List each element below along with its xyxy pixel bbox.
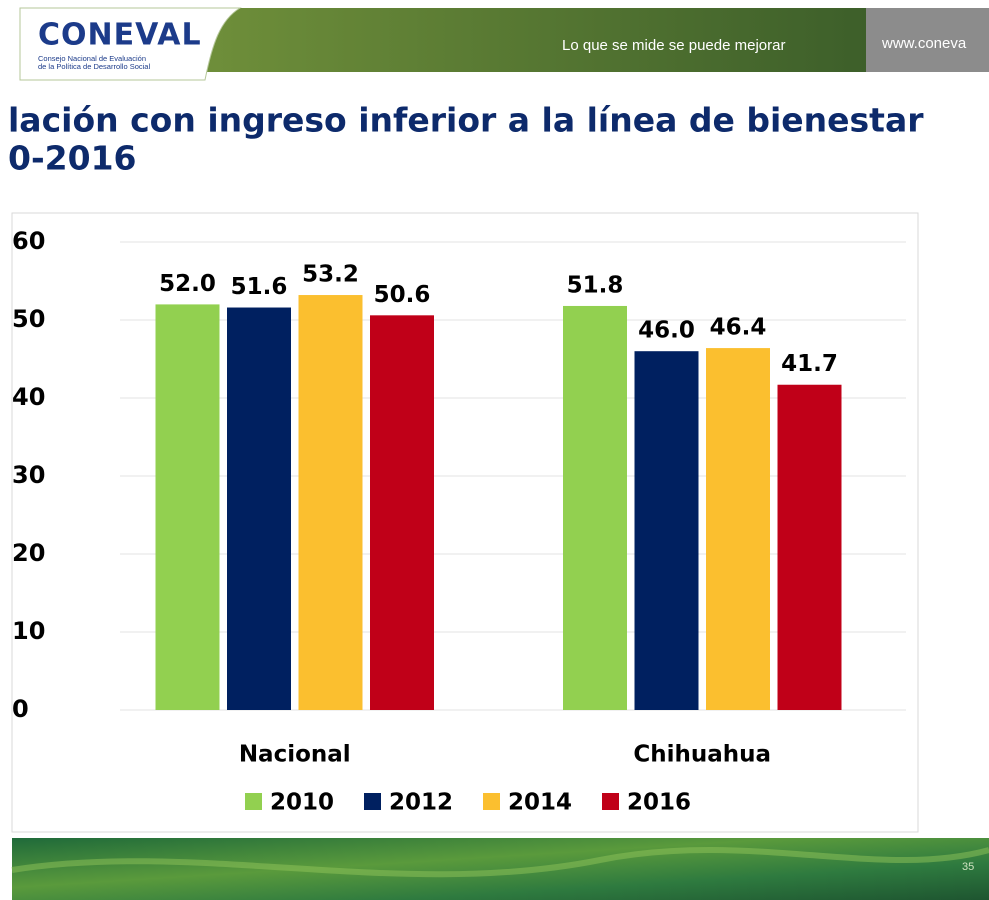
bar (706, 348, 770, 710)
legend-swatch (364, 793, 381, 810)
bar (777, 384, 842, 710)
logo: CONEVAL (38, 18, 202, 53)
chart-subtitle: 0-2016 (8, 139, 137, 178)
tagline: Lo que se mide se puede mejorar (562, 37, 785, 54)
bar (563, 305, 627, 710)
legend-label: 2014 (508, 790, 572, 816)
logo-box (19, 7, 242, 81)
plot: 0 10 20 30 40 50 60 Nacional 52.0 51.6 53.2 50.6 Chi… (12, 227, 906, 816)
bar (155, 304, 220, 710)
value-label: 53.2 (302, 262, 359, 288)
footer-swoosh (11, 847, 989, 878)
y-tick-label: 50 (12, 305, 45, 333)
y-tick-label: 0 (12, 695, 29, 723)
chart-title: lación con ingreso inferior a la línea d… (8, 101, 924, 140)
value-label: 51.6 (231, 274, 288, 300)
y-tick-label: 40 (12, 383, 45, 411)
y-tick-label: 20 (12, 539, 45, 567)
y-tick-label: 10 (12, 617, 45, 645)
legend-label: 2012 (389, 790, 453, 816)
legend-swatch (483, 793, 500, 810)
value-label: 41.7 (781, 351, 838, 377)
legend-label: 2010 (270, 790, 334, 816)
bar (227, 307, 291, 710)
bar (298, 295, 363, 710)
header-band (200, 8, 866, 72)
x-tick-label: Nacional (239, 742, 351, 768)
legend-swatch (602, 793, 619, 810)
legend-swatch (245, 793, 262, 810)
value-label: 52.0 (159, 271, 216, 297)
bar (370, 315, 434, 710)
value-label: 46.4 (710, 315, 767, 341)
organization: Consejo Nacional de Evaluación (38, 54, 146, 63)
url: www.coneva (881, 35, 967, 52)
bar (634, 351, 699, 710)
x-tick-label: Chihuahua (633, 742, 771, 768)
value-label: 50.6 (374, 282, 431, 308)
y-tick-label: 30 (12, 461, 45, 489)
legend-label: 2016 (627, 790, 691, 816)
value-label: 46.0 (638, 318, 695, 344)
header-url-box (866, 8, 989, 72)
footer-band (12, 838, 989, 900)
y-tick-label: 60 (12, 227, 45, 255)
page-number: 35 (962, 861, 974, 873)
organization: de la Política de Desarrollo Social (38, 62, 150, 71)
value-label: 51.8 (567, 272, 624, 298)
